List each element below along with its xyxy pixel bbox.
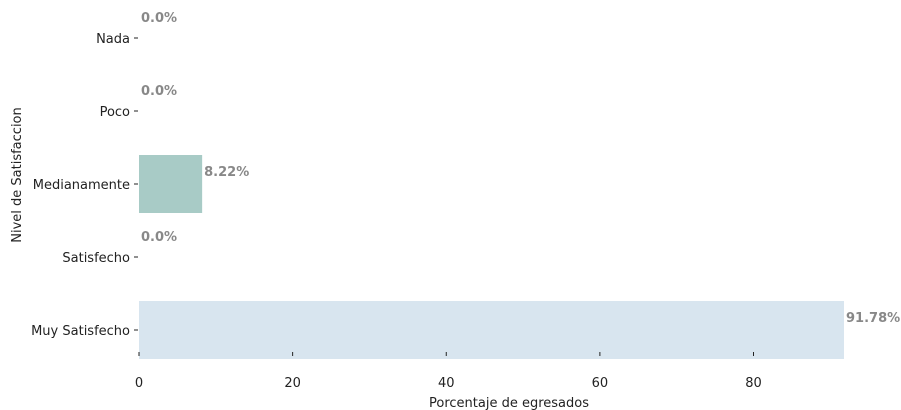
x-tick-label: 20 bbox=[284, 376, 301, 391]
bar-muy-satisfecho bbox=[139, 301, 844, 359]
bars-group bbox=[139, 155, 844, 359]
y-tick-label-poco: Poco bbox=[100, 105, 130, 120]
bar-medianamente bbox=[139, 155, 203, 213]
y-tick-label-medianamente: Medianamente bbox=[33, 178, 130, 193]
y-axis-ticks: Nada Poco Medianamente Satisfecho Muy Satisf… bbox=[31, 32, 138, 339]
y-axis-label: Nivel de Satisfaccion bbox=[10, 107, 25, 243]
x-tick-label: 60 bbox=[592, 376, 609, 391]
value-labels-group: 0.0% 0.0% 8.22% 0.0% 91.78% bbox=[141, 11, 900, 326]
value-label-satisfecho: 0.0% bbox=[141, 230, 177, 245]
value-label-medianamente: 8.22% bbox=[204, 165, 249, 180]
value-label-poco: 0.0% bbox=[141, 84, 177, 99]
value-label-nada: 0.0% bbox=[141, 11, 177, 26]
x-tick-label: 0 bbox=[135, 376, 143, 391]
x-tick-label: 40 bbox=[438, 376, 455, 391]
y-tick-label-satisfecho: Satisfecho bbox=[62, 251, 130, 266]
x-axis-ticks: 0 20 40 60 80 bbox=[135, 352, 762, 391]
x-axis-label: Porcentaje de egresados bbox=[429, 396, 589, 410]
x-tick-label: 80 bbox=[745, 376, 762, 391]
value-label-muy-satisfecho: 91.78% bbox=[846, 311, 900, 326]
y-tick-label-muy-satisfecho: Muy Satisfecho bbox=[31, 324, 130, 339]
y-tick-label-nada: Nada bbox=[96, 32, 130, 47]
